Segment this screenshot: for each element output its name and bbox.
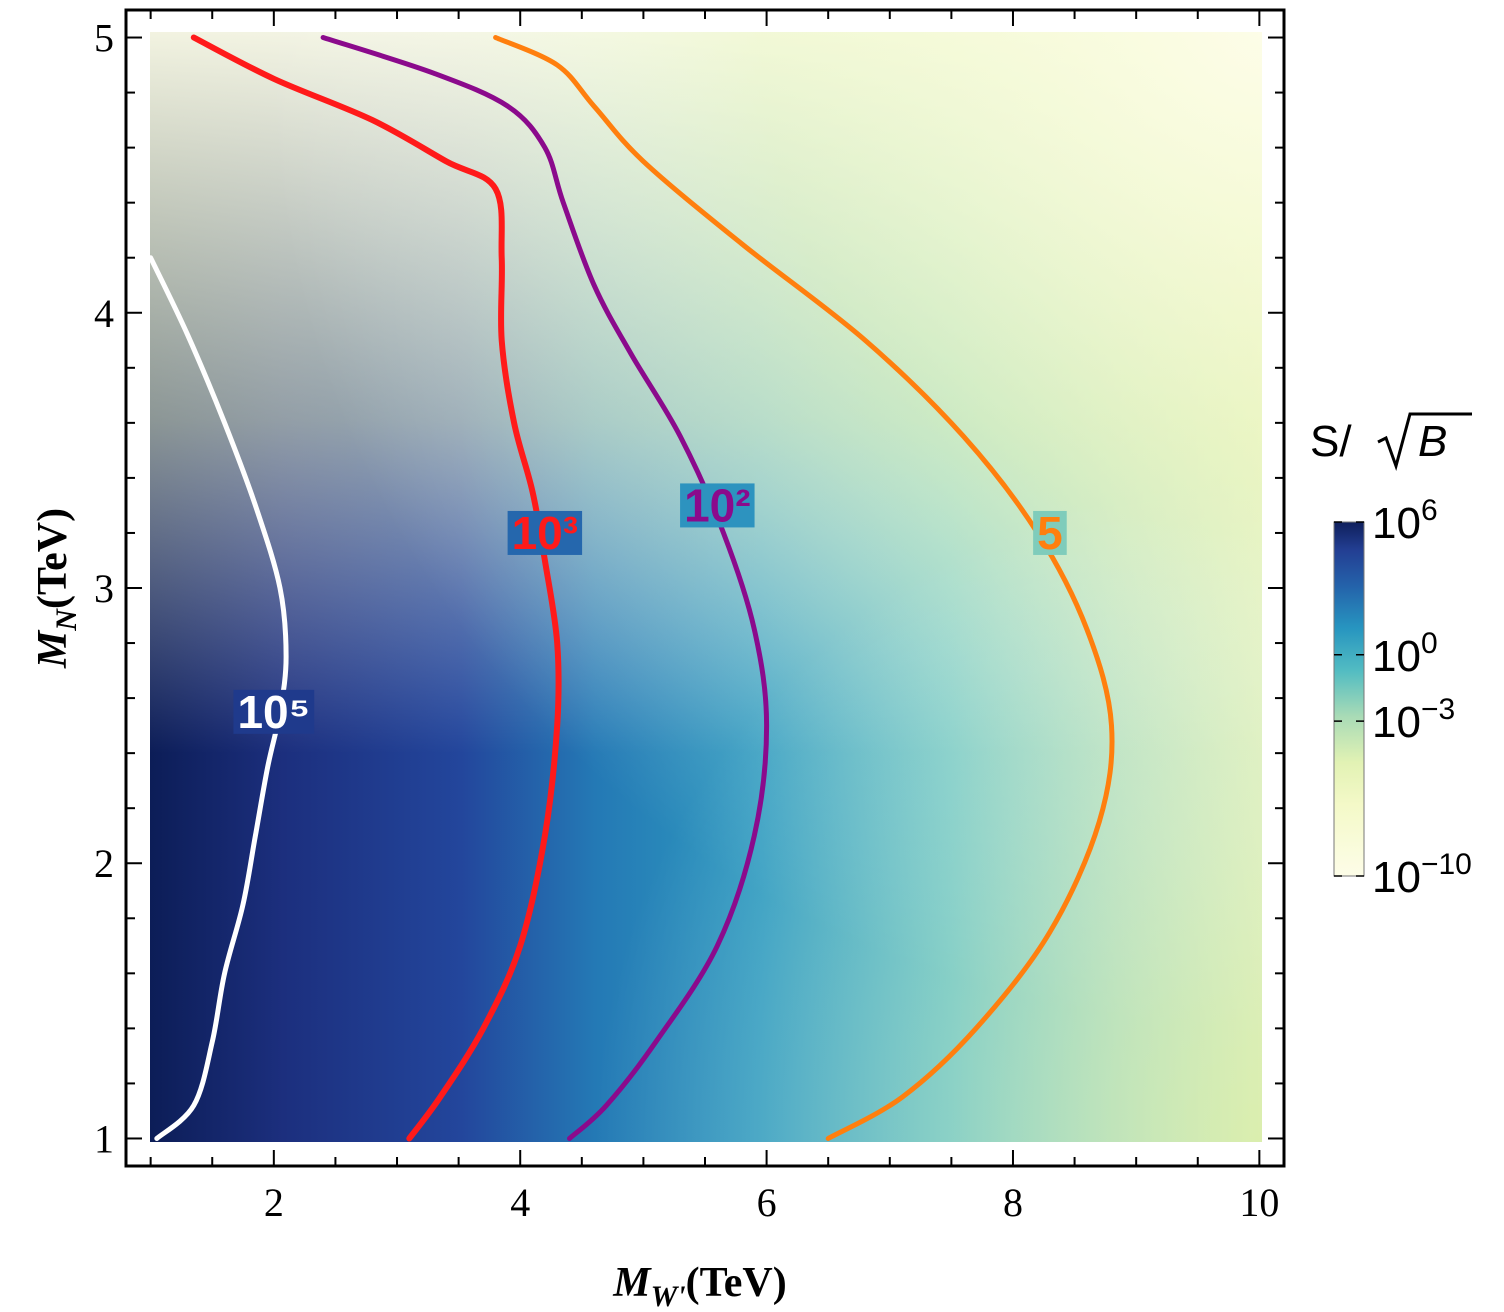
contour-label-bg-2 [680, 483, 755, 528]
x-tick-label: 4 [510, 1180, 530, 1225]
contour-label-2: 10² [684, 479, 750, 531]
colorbar-tick-label: 10−10 [1372, 848, 1472, 902]
colorbar-title-sqrt-sign [1377, 412, 1472, 472]
y-tick-label: 3 [94, 566, 114, 611]
y-tick-label: 4 [94, 291, 114, 336]
x-tick-label: 6 [757, 1180, 777, 1225]
colorbar-tick-label: 106 [1372, 494, 1438, 548]
y-axis-title: MN(TeV) [30, 508, 83, 669]
contour-labels: 10⁵ 10³ 10² 5 [233, 479, 1067, 738]
colorbar-tick-label: 100 [1372, 627, 1438, 681]
x-tick-label: 2 [264, 1180, 284, 1225]
x-tick-label: 8 [1003, 1180, 1023, 1225]
colorbar-tick-label: 10−3 [1372, 693, 1455, 747]
axis-ticks [126, 10, 1284, 1166]
contour-line-1 [190, 34, 562, 1142]
colorbar: S/ B 106 100 10−3 10−10 [1310, 412, 1472, 902]
x-axis-title: MW'(TeV) [612, 1260, 786, 1312]
heatmap-field [150, 32, 1262, 1142]
y-tick-label: 1 [94, 1116, 114, 1161]
y-tick-label: 5 [94, 16, 114, 61]
contour-label-bg-0 [233, 689, 315, 734]
colorbar-gradient [1333, 521, 1365, 877]
contour-label-bg-1 [507, 510, 583, 555]
contour-label-1: 10³ [512, 507, 578, 559]
colorbar-title: S/ [1310, 417, 1352, 466]
y-tick-label: 2 [94, 841, 114, 886]
contour-label-bg-3 [1033, 510, 1067, 555]
x-tick-label: 10 [1239, 1180, 1279, 1225]
contour-label-3: 5 [1037, 507, 1063, 559]
colorbar-title-sqrt-arg: B [1418, 417, 1447, 466]
contour-label-0: 10⁵ [237, 686, 310, 738]
